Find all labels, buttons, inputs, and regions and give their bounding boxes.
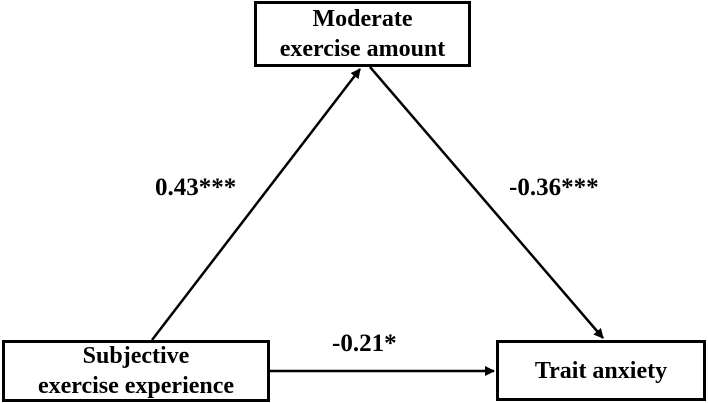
path-b-coefficient: -0.36*** [509, 174, 599, 201]
mediator-box: Moderate exercise amount [254, 1, 471, 67]
mediator-label-line2: exercise amount [279, 36, 446, 62]
outcome-box: Trait anxiety [496, 340, 706, 401]
arrow-a-predictor-to-mediator [151, 68, 361, 341]
predictor-label-line2: exercise experience [37, 373, 235, 399]
arrow-b-mediator-to-outcome [369, 66, 604, 339]
mediator-label-line1: Moderate [312, 6, 413, 32]
outcome-label: Trait anxiety [534, 357, 668, 384]
predictor-box: Subjective exercise experience [2, 340, 270, 402]
predictor-label-line1: Subjective [82, 343, 190, 369]
path-c-coefficient: -0.21* [332, 330, 397, 357]
path-a-coefficient: 0.43*** [155, 174, 237, 201]
